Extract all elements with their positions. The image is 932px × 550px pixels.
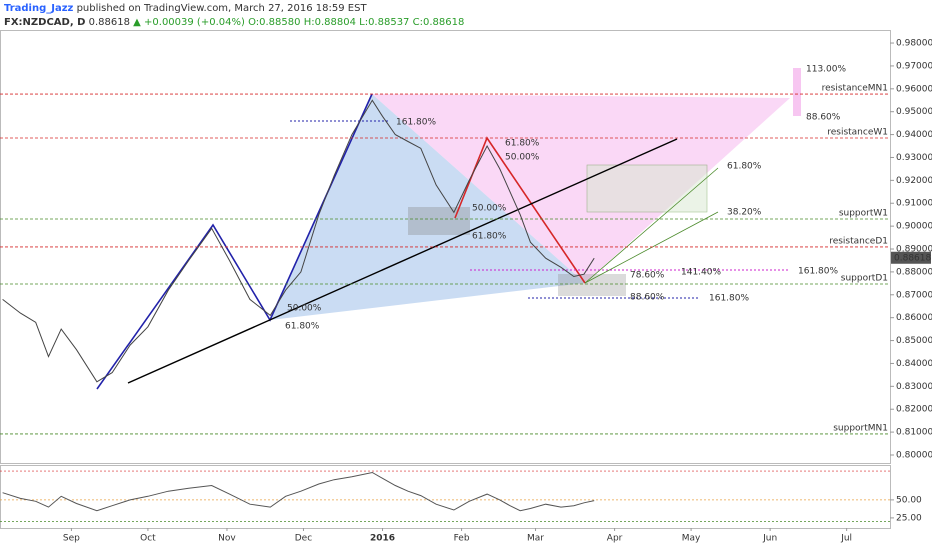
y-tick-label: 0.83000 [896, 382, 932, 392]
y-tick-label: 0.97000 [896, 61, 932, 71]
x-tick-label: Dec [295, 534, 312, 544]
annotation: 88.60% [630, 293, 665, 303]
x-tick-label: Jul [840, 534, 852, 544]
level-label: supportW1 [839, 209, 888, 219]
y2-tick-label: 50.00 [896, 495, 922, 505]
x-tick-label: May [682, 534, 701, 544]
annotation: 61.80% [285, 322, 320, 332]
level-label: resistanceMN1 [822, 84, 888, 94]
annotation: 50.00% [287, 304, 322, 314]
wave-blue [96, 93, 373, 390]
y-tick-label: 0.91000 [896, 199, 932, 209]
y-tick-label: 0.81000 [896, 428, 932, 438]
annotation: 50.00% [472, 204, 507, 214]
fib-box [408, 207, 470, 235]
x-tick-label: Nov [218, 534, 236, 544]
last-price-label: 0.88618 [894, 253, 931, 263]
y-tick-label: 0.95000 [896, 107, 932, 117]
y-tick-label: 0.90000 [896, 222, 932, 232]
drawings [96, 68, 801, 390]
trendline [127, 138, 678, 384]
projection [584, 167, 719, 284]
annotation: 78.60% [630, 271, 665, 281]
last: 0.88618 [89, 17, 130, 28]
low: L:0.88537 [359, 17, 409, 28]
price-line [2, 99, 595, 383]
annotation: 61.80% [472, 232, 507, 242]
author: Trading_Jazz [4, 3, 74, 14]
annotation: 50.00% [505, 153, 540, 163]
level-label: resistanceD1 [829, 236, 888, 246]
annotation: 161.80% [709, 294, 749, 304]
annotation: 61.80% [727, 162, 762, 172]
y-tick-label: 0.92000 [896, 176, 932, 186]
symbol: FX:NZDCAD, D [4, 17, 85, 28]
y-tick-label: 0.82000 [896, 405, 932, 415]
published: published on TradingView.com, March 27, … [77, 3, 368, 14]
y-tick-label: 0.88000 [896, 267, 932, 277]
projection [584, 211, 719, 284]
x-tick-label: Feb [454, 534, 470, 544]
level-label: supportD1 [841, 274, 888, 284]
y-tick-label: 0.93000 [896, 153, 932, 163]
x-tick-label: 2016 [370, 534, 395, 544]
y-tick-label: 0.80000 [896, 450, 932, 460]
close: C:0.88618 [413, 17, 465, 28]
rsi-line [2, 471, 595, 512]
annotation: 141.40% [681, 268, 721, 278]
y-tick-label: 0.85000 [896, 336, 932, 346]
fib-box [558, 274, 626, 296]
annotation: 88.60% [806, 113, 841, 123]
pattern-pink [372, 94, 790, 283]
target-box [586, 164, 708, 213]
high: H:0.88804 [304, 17, 356, 28]
change: ▲ +0.00039 (+0.04%) [133, 17, 245, 28]
x-tick-label: Apr [607, 534, 623, 544]
pattern-blue [270, 94, 585, 320]
annotation: 61.80% [505, 139, 540, 149]
x-tick-label: Jun [762, 534, 777, 544]
level-label: resistanceW1 [827, 128, 888, 138]
y-tick-label: 0.84000 [896, 359, 932, 369]
x-tick-label: Oct [140, 534, 156, 544]
y-tick-label: 0.94000 [896, 130, 932, 140]
annotation: 161.80% [798, 267, 838, 277]
y-tick-label: 0.87000 [896, 290, 932, 300]
y-tick-label: 0.86000 [896, 313, 932, 323]
y-tick-label: 0.98000 [896, 39, 932, 49]
last-price-box [891, 251, 931, 264]
annotation: 113.00% [806, 65, 846, 75]
level-label: supportMN1 [833, 423, 888, 433]
y-tick-label: 0.89000 [896, 245, 932, 255]
annotation: 38.20% [727, 208, 762, 218]
quote: FX:NZDCAD, D 0.88618 ▲ +0.00039 (+0.04%)… [4, 17, 464, 28]
open: O:0.88580 [248, 17, 300, 28]
y-tick-label: 0.96000 [896, 84, 932, 94]
annotation: 161.80% [396, 118, 436, 128]
rsi-pane [0, 465, 891, 529]
x-tick-label: Sep [63, 534, 80, 544]
target-zone [793, 68, 801, 116]
header: Trading_Jazz published on TradingView.co… [4, 3, 367, 14]
x-tick-label: Mar [527, 534, 544, 544]
y2-tick-label: 25.00 [896, 513, 922, 523]
